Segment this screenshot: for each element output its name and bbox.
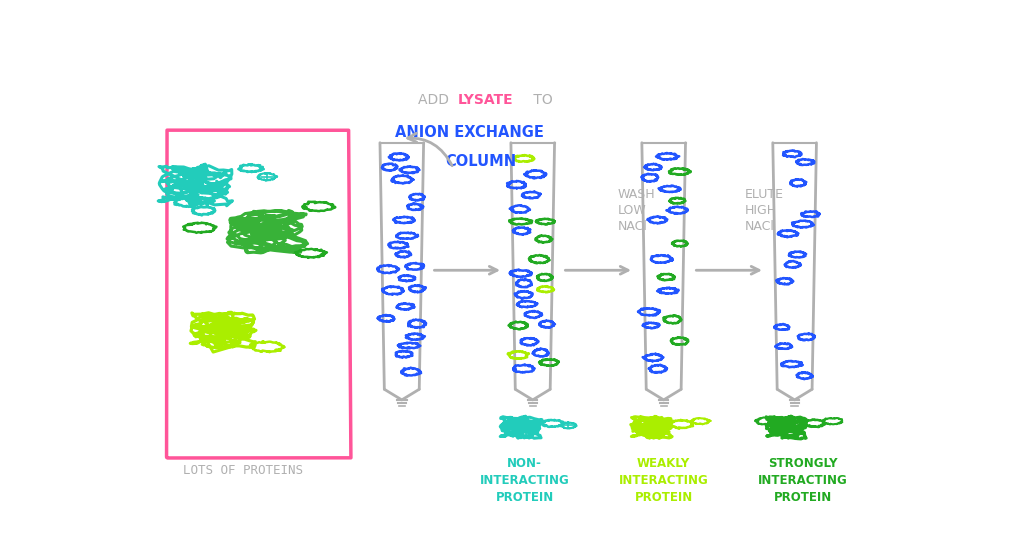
Text: WASH
LOW
NACl: WASH LOW NACl xyxy=(618,188,655,233)
Text: LYSATE: LYSATE xyxy=(458,93,513,107)
Text: TO: TO xyxy=(528,93,553,107)
Text: LOTS OF PROTEINS: LOTS OF PROTEINS xyxy=(183,464,303,476)
Text: NON-
INTERACTING
PROTEIN: NON- INTERACTING PROTEIN xyxy=(480,457,569,505)
Text: ELUTE
HIGH
NACl: ELUTE HIGH NACl xyxy=(745,188,784,233)
Text: ANION EXCHANGE: ANION EXCHANGE xyxy=(395,125,544,140)
Text: ADD: ADD xyxy=(418,93,454,107)
Text: WEAKLY
INTERACTING
PROTEIN: WEAKLY INTERACTING PROTEIN xyxy=(618,457,709,505)
Text: COLUMN: COLUMN xyxy=(445,155,517,169)
Text: STRONGLY
INTERACTING
PROTEIN: STRONGLY INTERACTING PROTEIN xyxy=(758,457,848,505)
